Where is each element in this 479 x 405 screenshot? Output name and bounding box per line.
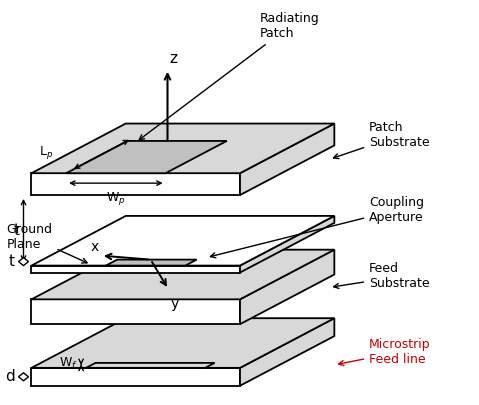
Text: W$_p$: W$_p$	[106, 190, 125, 207]
Text: d: d	[5, 369, 14, 384]
Polygon shape	[240, 216, 334, 273]
Text: z: z	[170, 51, 178, 66]
Polygon shape	[240, 318, 334, 386]
Polygon shape	[66, 141, 227, 173]
Polygon shape	[19, 373, 28, 381]
Polygon shape	[32, 266, 240, 273]
Text: Feed
Substrate: Feed Substrate	[334, 262, 430, 290]
Text: Patch
Substrate: Patch Substrate	[333, 122, 430, 159]
Polygon shape	[32, 299, 240, 324]
Text: Radiating
Patch: Radiating Patch	[139, 12, 319, 140]
Text: Coupling
Aperture: Coupling Aperture	[210, 196, 424, 258]
Text: x: x	[91, 240, 99, 254]
Text: L$_p$: L$_p$	[39, 144, 53, 161]
Polygon shape	[240, 249, 334, 324]
Text: t: t	[9, 254, 14, 269]
Text: Ground
Plane: Ground Plane	[7, 223, 87, 263]
Polygon shape	[240, 124, 334, 195]
Polygon shape	[32, 318, 334, 368]
Polygon shape	[86, 363, 215, 368]
Text: W$_f$: W$_f$	[59, 356, 78, 371]
Polygon shape	[32, 124, 334, 173]
Polygon shape	[32, 249, 334, 299]
Polygon shape	[106, 260, 197, 266]
Text: Microstrip
Feed line: Microstrip Feed line	[339, 338, 431, 366]
Text: y: y	[171, 297, 179, 311]
Polygon shape	[32, 173, 240, 195]
Polygon shape	[32, 368, 240, 386]
Polygon shape	[32, 216, 334, 266]
Polygon shape	[19, 258, 28, 266]
Text: t: t	[13, 223, 20, 238]
